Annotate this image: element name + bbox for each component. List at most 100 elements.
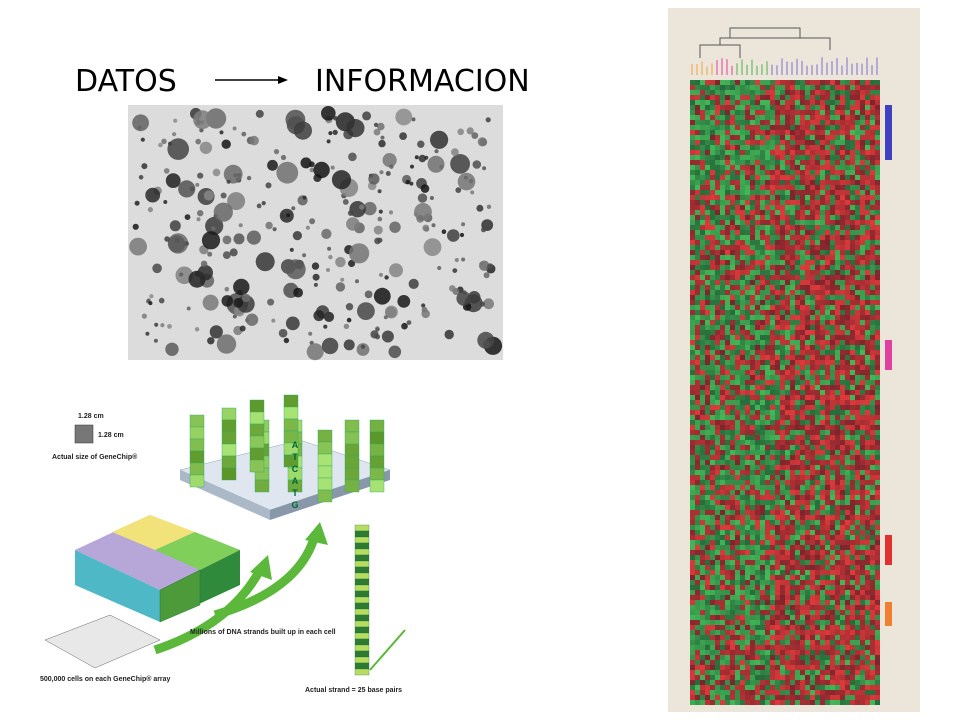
heatmap-cell [730,565,735,570]
heatmap-cell [875,115,880,120]
heatmap-cell [735,80,740,85]
heatmap-cell [820,215,825,220]
heatmap-cell [760,570,765,575]
heatmap-cell [710,215,715,220]
heatmap-cell [775,470,780,475]
heatmap-cell [795,390,800,395]
heatmap-cell [865,515,870,520]
heatmap-cell [860,335,865,340]
heatmap-cell [690,375,695,380]
heatmap-cell [760,490,765,495]
heatmap-cell [795,125,800,130]
heatmap-cell [790,210,795,215]
heatmap-cell [735,670,740,675]
heatmap-cell [830,160,835,165]
heatmap-cell [785,595,790,600]
heatmap-cell [820,410,825,415]
heatmap-cell [825,120,830,125]
heatmap-cell [735,310,740,315]
heatmap-cell [805,510,810,515]
heatmap-cell [755,330,760,335]
heatmap-cell [705,240,710,245]
heatmap-cell [830,615,835,620]
heatmap-cell [875,415,880,420]
heatmap-cell [800,235,805,240]
heatmap-cell [700,265,705,270]
heatmap-cell [710,295,715,300]
heatmap-cell [820,550,825,555]
heatmap-cell [860,270,865,275]
heatmap-cell [835,650,840,655]
heatmap-cell [785,310,790,315]
heatmap-cell [815,95,820,100]
heatmap-cell [840,520,845,525]
heatmap-cell [745,440,750,445]
heatmap-cell [690,310,695,315]
heatmap-cell [765,125,770,130]
heatmap-cell [730,530,735,535]
heatmap-cell [825,270,830,275]
heatmap-cell [780,190,785,195]
heatmap-cell [835,490,840,495]
heatmap-cell [845,195,850,200]
heatmap-cell [725,655,730,660]
heatmap-cell [765,475,770,480]
heatmap-cell [750,360,755,365]
heatmap-cell [815,225,820,230]
heatmap-cell [820,235,825,240]
heatmap-cell [820,335,825,340]
heatmap-cell [765,270,770,275]
heatmap-cell [800,545,805,550]
heatmap-cell [690,505,695,510]
heatmap-cell [690,210,695,215]
heatmap-cell [775,665,780,670]
heatmap-cell [715,100,720,105]
heatmap-cell [855,590,860,595]
heatmap-cell [825,130,830,135]
blot-spot [455,187,462,194]
blot-spot [431,223,436,228]
heatmap-cell [760,275,765,280]
blot-spot [364,290,373,299]
heatmap-cell [705,125,710,130]
heatmap-cell [770,555,775,560]
heatmap-cell [720,290,725,295]
heatmap-cell [750,580,755,585]
heatmap-cell [770,625,775,630]
heatmap-cell [805,405,810,410]
heatmap-cell [740,140,745,145]
heatmap-cell [710,530,715,535]
heatmap-cell [775,575,780,580]
heatmap-cell [765,675,770,680]
heatmap-cell [845,220,850,225]
heatmap-cell [870,605,875,610]
heatmap-cell [845,180,850,185]
heatmap-cell [745,165,750,170]
heatmap-cell [805,305,810,310]
heatmap-cell [870,685,875,690]
heatmap-cell [690,360,695,365]
heatmap-cell [840,505,845,510]
blot-spot [417,193,428,203]
heatmap-cell [815,655,820,660]
heatmap-cell [800,340,805,345]
heatmap-cell [755,335,760,340]
heatmap-cell [700,165,705,170]
heatmap-cell [805,685,810,690]
heatmap-cell [805,175,810,180]
heatmap-cell [745,295,750,300]
heatmap-cell [775,85,780,90]
heatmap-cell [810,575,815,580]
heatmap-cell [785,425,790,430]
heatmap-cell [725,130,730,135]
heatmap-cell [755,150,760,155]
heatmap-cell [865,350,870,355]
heatmap-cell [855,585,860,590]
heatmap-cell [745,620,750,625]
heatmap-cell [765,130,770,135]
blot-spot [201,231,221,250]
heatmap-cell [855,420,860,425]
heatmap-cell [730,85,735,90]
heatmap-cell [835,410,840,415]
heatmap-cell [825,500,830,505]
